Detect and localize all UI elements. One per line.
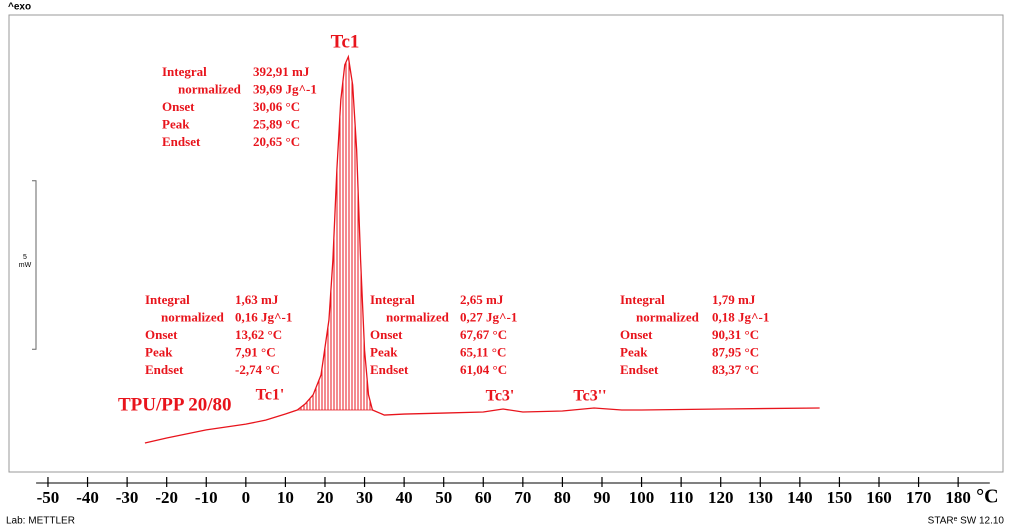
result-value: 0,27 Jg^-1: [460, 309, 517, 324]
scale-bar-unit: mW: [19, 262, 32, 269]
x-tick-label: 170: [906, 488, 932, 507]
result-label: Integral: [145, 292, 190, 307]
result-value: 25,89 °C: [253, 116, 300, 131]
plot-frame: [8, 14, 1004, 473]
peak-label: Tc3': [486, 388, 515, 405]
x-tick-label: 30: [356, 488, 373, 507]
result-label: normalized: [178, 81, 242, 96]
scale-bar-value: 5: [23, 254, 27, 261]
result-label: normalized: [636, 309, 700, 324]
result-label: Integral: [620, 292, 665, 307]
result-label: Peak: [162, 116, 190, 131]
result-value: 7,91 °C: [235, 344, 276, 359]
x-tick-label: -20: [155, 488, 178, 507]
result-label: normalized: [386, 309, 450, 324]
x-tick-label: 20: [316, 488, 333, 507]
peak-label: Tc1: [331, 31, 360, 52]
result-value: 0,18 Jg^-1: [712, 309, 769, 324]
peak-label: Tc1': [256, 387, 285, 404]
x-tick-label: 140: [787, 488, 813, 507]
result-label: Endset: [370, 362, 409, 377]
result-value: 67,67 °C: [460, 327, 507, 342]
result-value: 65,11 °C: [460, 344, 506, 359]
footer-right: STARᵉ SW 12.10: [928, 516, 1005, 527]
result-value: 13,62 °C: [235, 327, 282, 342]
result-label: Peak: [145, 344, 173, 359]
result-label: Endset: [620, 362, 659, 377]
peak-hatch: [297, 56, 373, 411]
x-tick-label: 10: [277, 488, 294, 507]
result-value: 1,63 mJ: [235, 292, 279, 307]
scale-bar: [32, 180, 37, 350]
x-tick-label: 80: [554, 488, 571, 507]
x-tick-label: 0: [242, 488, 251, 507]
result-label: Endset: [145, 362, 184, 377]
result-value: 87,95 °C: [712, 344, 759, 359]
result-label: Onset: [145, 327, 178, 342]
x-tick-label: -50: [37, 488, 60, 507]
result-label: Onset: [620, 327, 653, 342]
x-tick-label: 110: [669, 488, 694, 507]
result-value: 0,16 Jg^-1: [235, 309, 292, 324]
x-tick-label: 150: [827, 488, 853, 507]
x-tick-label: -30: [116, 488, 139, 507]
x-tick-label: 90: [593, 488, 610, 507]
result-value: 2,65 mJ: [460, 292, 504, 307]
result-label: Peak: [620, 344, 648, 359]
dsc-curve: [144, 54, 820, 444]
x-tick-label: 70: [514, 488, 531, 507]
peak-label: Tc3'': [573, 388, 606, 405]
footer-left: Lab: METTLER: [6, 516, 75, 527]
x-tick-label: 120: [708, 488, 734, 507]
x-tick-label: -10: [195, 488, 218, 507]
x-tick-label: 50: [435, 488, 452, 507]
result-value: 392,91 mJ: [253, 64, 310, 79]
result-label: Integral: [370, 292, 415, 307]
x-tick-label: 100: [629, 488, 655, 507]
result-value: -2,74 °C: [235, 362, 280, 377]
result-value: 30,06 °C: [253, 99, 300, 114]
x-unit: °C: [976, 486, 998, 508]
x-tick-label: 60: [475, 488, 492, 507]
result-label: Peak: [370, 344, 398, 359]
result-value: 39,69 Jg^-1: [253, 81, 317, 96]
x-tick-label: 130: [748, 488, 774, 507]
x-tick-label: 160: [866, 488, 892, 507]
result-label: Endset: [162, 134, 201, 149]
result-value: 83,37 °C: [712, 362, 759, 377]
result-value: 1,79 mJ: [712, 292, 756, 307]
result-label: Integral: [162, 64, 207, 79]
result-value: 20,65 °C: [253, 134, 300, 149]
x-tick-label: -40: [76, 488, 99, 507]
sample-name: TPU/PP 20/80: [118, 394, 231, 415]
exo-label: ^exo: [8, 2, 31, 13]
x-tick-label: 40: [396, 488, 413, 507]
result-label: normalized: [161, 309, 225, 324]
result-label: Onset: [162, 99, 195, 114]
x-tick-label: 180: [945, 488, 971, 507]
result-value: 61,04 °C: [460, 362, 507, 377]
result-label: Onset: [370, 327, 403, 342]
result-value: 90,31 °C: [712, 327, 759, 342]
